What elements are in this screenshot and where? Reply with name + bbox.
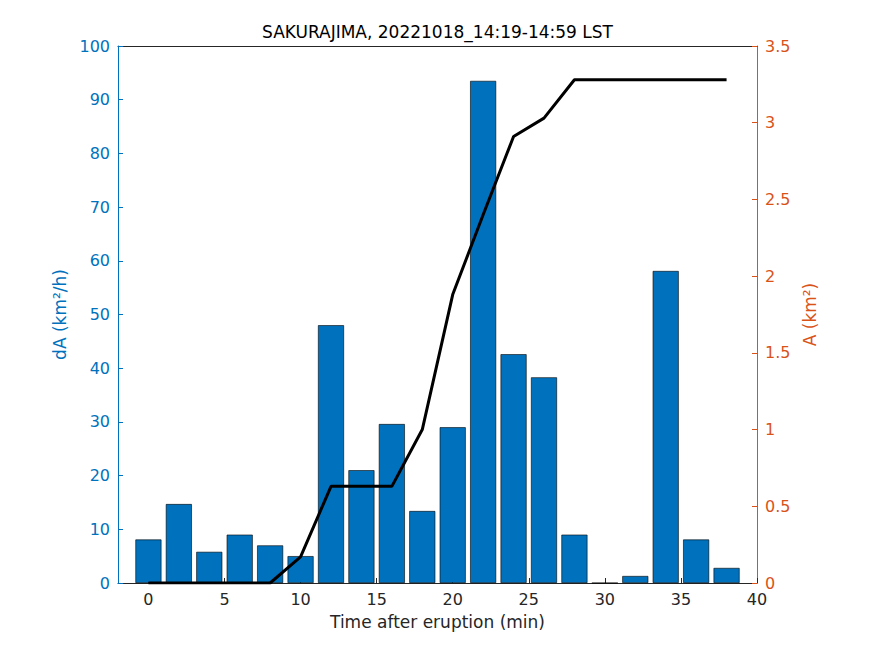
svg-text:3.5: 3.5: [765, 37, 790, 56]
svg-text:1.5: 1.5: [765, 343, 790, 362]
svg-text:50: 50: [90, 305, 110, 324]
svg-text:2: 2: [765, 267, 775, 286]
svg-text:100: 100: [79, 37, 110, 56]
svg-text:35: 35: [671, 590, 691, 609]
svg-text:30: 30: [90, 412, 110, 431]
svg-text:Time after eruption (min): Time after eruption (min): [329, 612, 545, 632]
svg-text:20: 20: [443, 590, 463, 609]
svg-text:90: 90: [90, 90, 110, 109]
svg-text:0: 0: [143, 590, 153, 609]
svg-text:20: 20: [90, 466, 110, 485]
svg-text:10: 10: [90, 520, 110, 539]
svg-text:30: 30: [595, 590, 615, 609]
svg-text:0: 0: [100, 574, 110, 593]
svg-text:70: 70: [90, 198, 110, 217]
svg-text:25: 25: [519, 590, 539, 609]
svg-text:0: 0: [765, 573, 776, 593]
svg-text:40: 40: [90, 359, 110, 378]
svg-text:SAKURAJIMA, 20221018_14:19-14:: SAKURAJIMA, 20221018_14:19-14:59 LST: [262, 22, 614, 43]
svg-text:5: 5: [219, 590, 229, 609]
svg-text:dA (km²/h): dA (km²/h): [50, 269, 70, 360]
svg-text:60: 60: [90, 251, 110, 270]
svg-text:80: 80: [90, 144, 110, 163]
svg-text:15: 15: [366, 590, 386, 609]
svg-text:40: 40: [747, 590, 767, 609]
svg-text:A (km²): A (km²): [800, 283, 820, 347]
svg-text:10: 10: [290, 590, 310, 609]
svg-text:1: 1: [765, 420, 775, 439]
svg-text:0.5: 0.5: [765, 497, 790, 516]
svg-text:3: 3: [765, 113, 775, 132]
svg-text:2.5: 2.5: [765, 190, 790, 209]
